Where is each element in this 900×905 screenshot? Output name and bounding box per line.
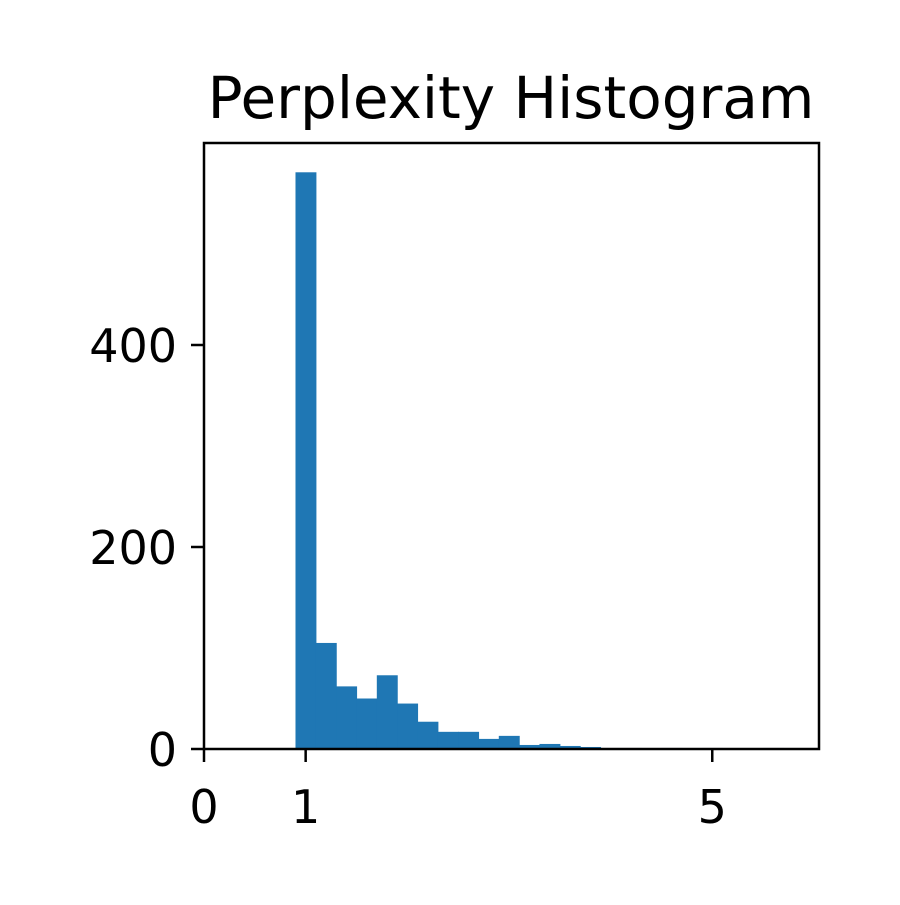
- chart-title: Perplexity Histogram: [208, 64, 815, 132]
- histogram-bar-13: [559, 745, 581, 749]
- histogram-bar-6: [417, 721, 439, 749]
- histogram-bar-4: [376, 675, 398, 749]
- histogram-bar-11: [519, 744, 541, 749]
- y-tick-label-0: 0: [148, 723, 177, 777]
- histogram-bar-1: [315, 642, 337, 749]
- ticks-layer: 0 1 5 0 200 400: [89, 319, 727, 834]
- y-tick-label-1: 200: [89, 521, 177, 575]
- x-tick-label-0: 0: [189, 780, 218, 834]
- plot-frame: [202, 141, 821, 751]
- y-tick-label-2: 400: [89, 319, 177, 373]
- x-tick-label-2: 5: [698, 780, 727, 834]
- histogram-bar-3: [356, 698, 378, 749]
- histogram-bar-0: [295, 172, 317, 750]
- x-tick-label-1: 1: [291, 780, 320, 834]
- histogram-bar-5: [397, 703, 419, 749]
- histogram-bar-12: [539, 743, 561, 749]
- histogram-bar-9: [478, 738, 500, 749]
- histogram-bar-10: [498, 735, 520, 749]
- bars-layer: [295, 172, 785, 750]
- histogram-bar-7: [437, 731, 459, 749]
- histogram-bar-8: [458, 731, 480, 749]
- histogram-bar-2: [336, 686, 358, 749]
